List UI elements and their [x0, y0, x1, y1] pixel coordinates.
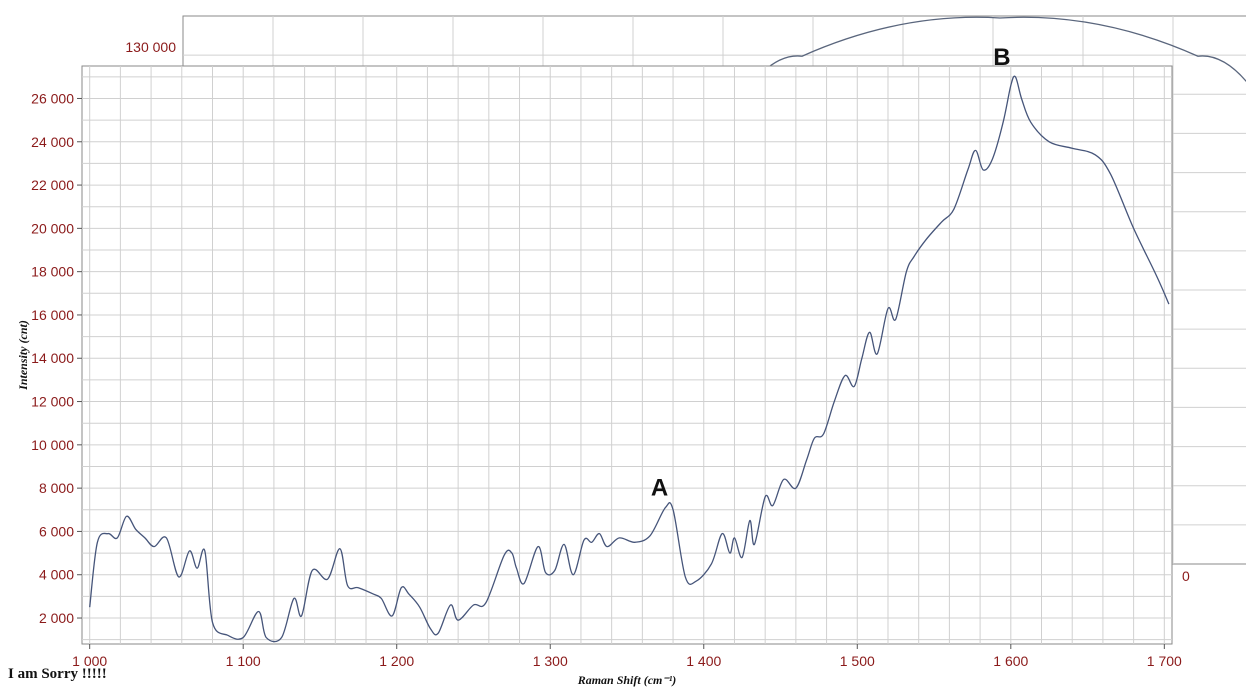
plot-grid — [82, 66, 1172, 644]
x-tick-label: 1 700 — [1147, 653, 1182, 669]
y-tick-label: 20 000 — [31, 220, 74, 236]
y-tick-label: 24 000 — [31, 134, 74, 150]
y-tick-label: 18 000 — [31, 264, 74, 280]
y-axis-ticks: 2 000 4 000 6 000 8 000 10 000 12 000 14 000 16… — [31, 90, 82, 626]
background-y-tick-label: 0 — [1182, 568, 1190, 584]
y-axis-title: Intensity (cnt) — [16, 320, 30, 391]
x-tick-label: 1 600 — [993, 653, 1028, 669]
plot-area — [81, 65, 1173, 645]
background-series-line — [699, 16, 1246, 183]
background-y-tick-label: 130 000 — [125, 39, 176, 55]
annotation-label: B — [993, 44, 1010, 71]
x-tick-label: 1 100 — [226, 653, 261, 669]
x-tick-label: 1 500 — [840, 653, 875, 669]
annotations: AB — [651, 44, 1011, 502]
main-chart: 2 000 4 000 6 000 8 000 10 000 12 000 14 000 16… — [16, 44, 1182, 687]
x-tick-label: 1 200 — [379, 653, 414, 669]
y-tick-label: 14 000 — [31, 350, 74, 366]
y-tick-label: 12 000 — [31, 394, 74, 410]
y-tick-label: 16 000 — [31, 307, 74, 323]
x-tick-label: 1 000 — [72, 653, 107, 669]
series-line — [89, 75, 1170, 643]
y-tick-label: 6 000 — [39, 523, 74, 539]
y-tick-label: 22 000 — [31, 177, 74, 193]
caption-text: I am Sorry !!!!! — [8, 666, 107, 682]
y-tick-label: 10 000 — [31, 437, 74, 453]
x-axis-ticks: 1 000 1 100 1 200 1 300 1 400 1 500 1 600 1 700 — [72, 644, 1182, 669]
annotation-label: A — [651, 475, 668, 502]
y-tick-label: 2 000 — [39, 610, 74, 626]
y-tick-label: 8 000 — [39, 480, 74, 496]
x-axis-title: Raman Shift (cm⁻¹) — [577, 673, 677, 687]
y-tick-label: 26 000 — [31, 90, 74, 106]
x-tick-label: 1 300 — [533, 653, 568, 669]
y-tick-label: 4 000 — [39, 567, 74, 583]
x-tick-label: 1 400 — [686, 653, 721, 669]
